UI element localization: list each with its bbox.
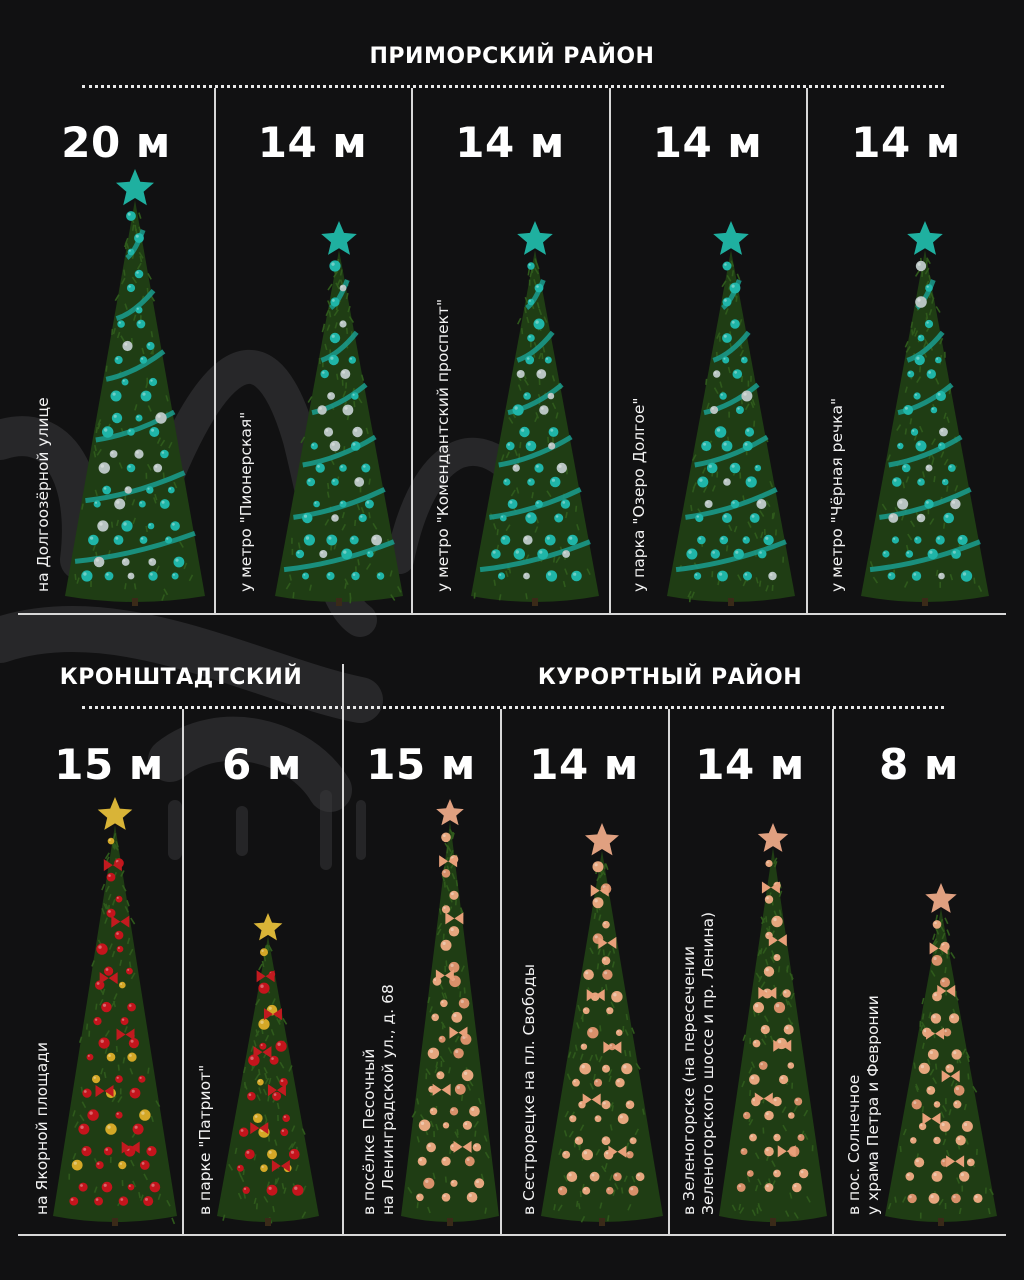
tree-location-line: у метро "Чёрная речка"	[828, 397, 846, 592]
tree-location-line: на Ленинградской ул., д. 68	[379, 984, 397, 1215]
tree-height-label: 15 м	[366, 740, 476, 789]
tree-height-label: 14 м	[529, 740, 639, 789]
tree-location-line: в Сестрорецке на пл. Свободы	[520, 964, 538, 1215]
row-divider	[18, 613, 1006, 615]
christmas-tree-copper	[398, 798, 502, 1228]
christmas-tree-teal	[471, 221, 599, 606]
christmas-tree-copper	[541, 823, 663, 1226]
tree-height-label: 6 м	[222, 740, 302, 789]
section-title-kurortny: КУРОРТНЫЙ РАЙОН	[537, 665, 803, 690]
tree-location-line: в пос. Солнечное	[845, 1074, 863, 1215]
section-title-kronshtadt: КРОНШТАДТСКИЙ	[59, 665, 303, 690]
column-divider	[182, 709, 184, 1234]
tree-height-label: 14 м	[695, 740, 805, 789]
tree-height-label: 15 м	[54, 740, 164, 789]
tree-height-label: 14 м	[851, 118, 961, 167]
tree-location-line: в парке "Патриот"	[196, 1064, 214, 1215]
column-divider	[342, 664, 344, 1234]
tree-location-label: в пос. Солнечное у храма Петра и Февронии	[845, 995, 883, 1215]
tree-height-label: 8 м	[879, 740, 959, 789]
row-divider	[18, 1234, 1006, 1236]
christmas-tree-teal	[275, 221, 403, 606]
header-divider	[82, 85, 944, 88]
tree-location-line: в посёлке Песочный	[360, 1048, 378, 1215]
tree-location-label: у метро "Чёрная речка"	[828, 398, 847, 592]
tree-location-label: в Зеленогорске (на пересечении Зеленогорс…	[680, 912, 718, 1215]
column-divider	[411, 88, 413, 613]
tree-location-label: у метро "Комендантский проспект"	[434, 299, 453, 592]
christmas-tree-teal	[861, 221, 989, 606]
tree-location-line: на Долгоозёрной улице	[34, 397, 52, 592]
tree-location-line: у храма Петра и Февронии	[864, 995, 882, 1215]
tree-location-line: в Зеленогорске (на пересечении	[680, 945, 698, 1215]
christmas-tree-copper	[885, 883, 997, 1226]
tree-location-label: у парка "Озеро Долгое"	[630, 397, 649, 592]
tree-location-label: в Сестрорецке на пл. Свободы	[520, 964, 539, 1215]
tree-location-label: в посёлке Песочный на Ленинградской ул., …	[360, 984, 398, 1215]
tree-location-line: у метро "Пионерская"	[237, 411, 255, 592]
column-divider	[832, 709, 834, 1234]
tree-location-label: на Долгоозёрной улице	[34, 397, 53, 592]
tree-height-label: 14 м	[455, 118, 565, 167]
column-divider	[500, 709, 502, 1234]
tree-location-label: в парке "Патриот"	[196, 1065, 215, 1215]
column-divider	[609, 88, 611, 613]
christmas-tree-red	[53, 797, 177, 1226]
christmas-tree-teal	[65, 169, 205, 606]
column-divider	[806, 88, 808, 613]
christmas-tree-teal	[667, 221, 795, 606]
tree-height-label: 20 м	[61, 118, 171, 167]
header-divider	[82, 706, 944, 709]
tree-location-line: у метро "Комендантский проспект"	[434, 298, 452, 592]
tree-height-label: 14 м	[257, 118, 368, 167]
column-divider	[668, 709, 670, 1234]
tree-location-line: у парка "Озеро Долгое"	[630, 397, 648, 592]
tree-height-label: 14 м	[652, 118, 763, 167]
column-divider	[214, 88, 216, 613]
tree-location-label: у метро "Пионерская"	[237, 412, 256, 592]
christmas-tree-red	[217, 913, 319, 1226]
christmas-tree-copper	[719, 823, 827, 1226]
section-title-primorsky: ПРИМОРСКИЙ РАЙОН	[369, 44, 655, 69]
